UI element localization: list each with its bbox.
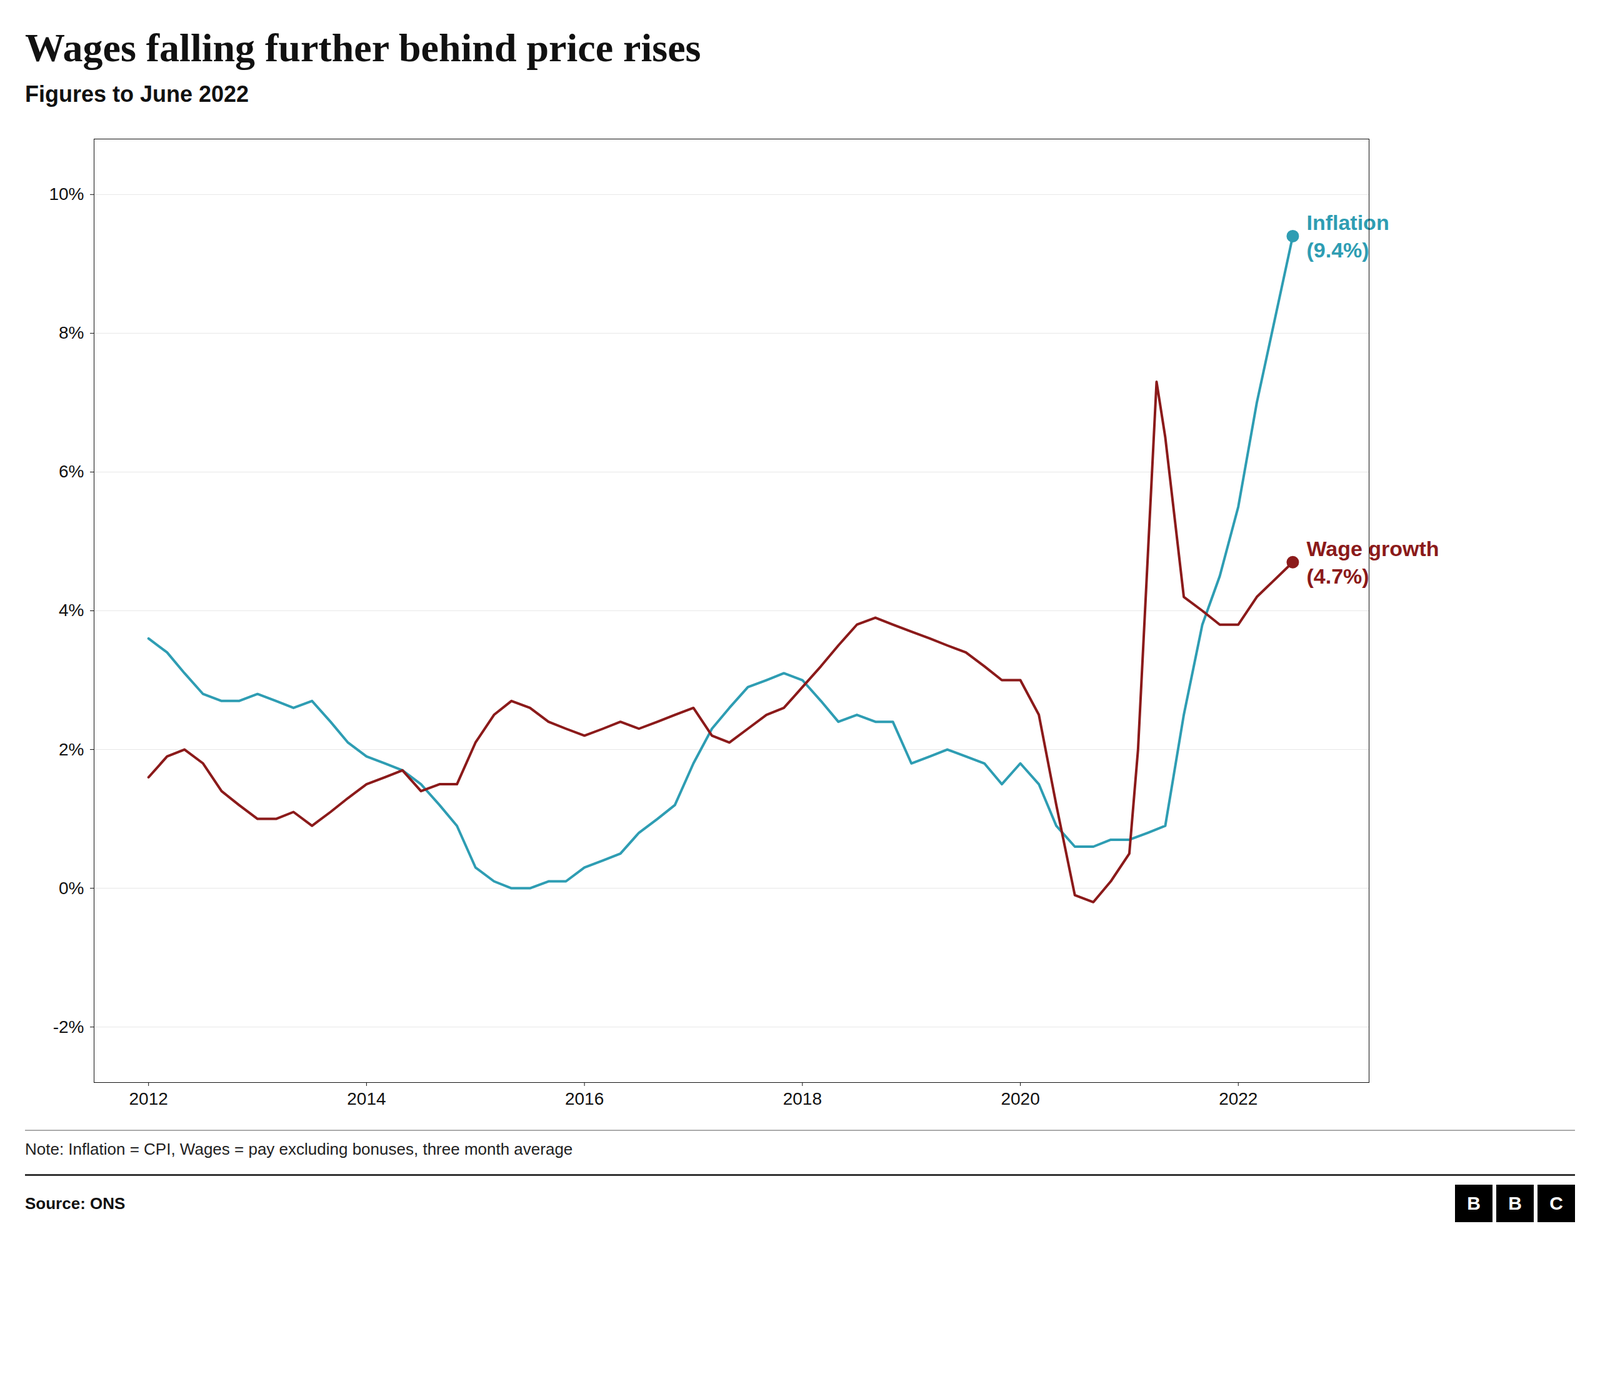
svg-text:10%: 10% bbox=[48, 184, 84, 204]
html-text:B: B bbox=[1467, 1193, 1481, 1214]
svg-text:Inflation: Inflation bbox=[1306, 210, 1389, 235]
svg-text:2014: 2014 bbox=[346, 1089, 386, 1109]
html-text:B: B bbox=[1508, 1193, 1522, 1214]
svg-text:-2%: -2% bbox=[53, 1017, 85, 1037]
svg-text:Wage growth: Wage growth bbox=[1306, 536, 1439, 561]
svg-text:6%: 6% bbox=[58, 461, 84, 482]
html-text:C: C bbox=[1549, 1193, 1563, 1214]
html-text:Figures to June 2022: Figures to June 2022 bbox=[25, 81, 249, 107]
svg-text:2018: 2018 bbox=[783, 1089, 822, 1109]
svg-text:(9.4%): (9.4%) bbox=[1306, 238, 1369, 262]
svg-text:(4.7%): (4.7%) bbox=[1306, 564, 1369, 589]
html-text:Wages falling further behind p: Wages falling further behind price rises bbox=[25, 25, 701, 70]
svg-text:2020: 2020 bbox=[1000, 1089, 1040, 1109]
svg-text:4%: 4% bbox=[58, 600, 84, 620]
svg-text:0%: 0% bbox=[58, 878, 84, 899]
svg-text:2022: 2022 bbox=[1218, 1089, 1258, 1109]
svg-text:2016: 2016 bbox=[565, 1089, 604, 1109]
svg-text:8%: 8% bbox=[58, 323, 84, 343]
html-text:Source: ONS: Source: ONS bbox=[25, 1194, 126, 1213]
html-text:Note: Inflation = CPI, Wages =: Note: Inflation = CPI, Wages = pay exclu… bbox=[25, 1140, 573, 1159]
svg-text:2%: 2% bbox=[58, 740, 84, 760]
svg-text:2012: 2012 bbox=[129, 1089, 169, 1109]
